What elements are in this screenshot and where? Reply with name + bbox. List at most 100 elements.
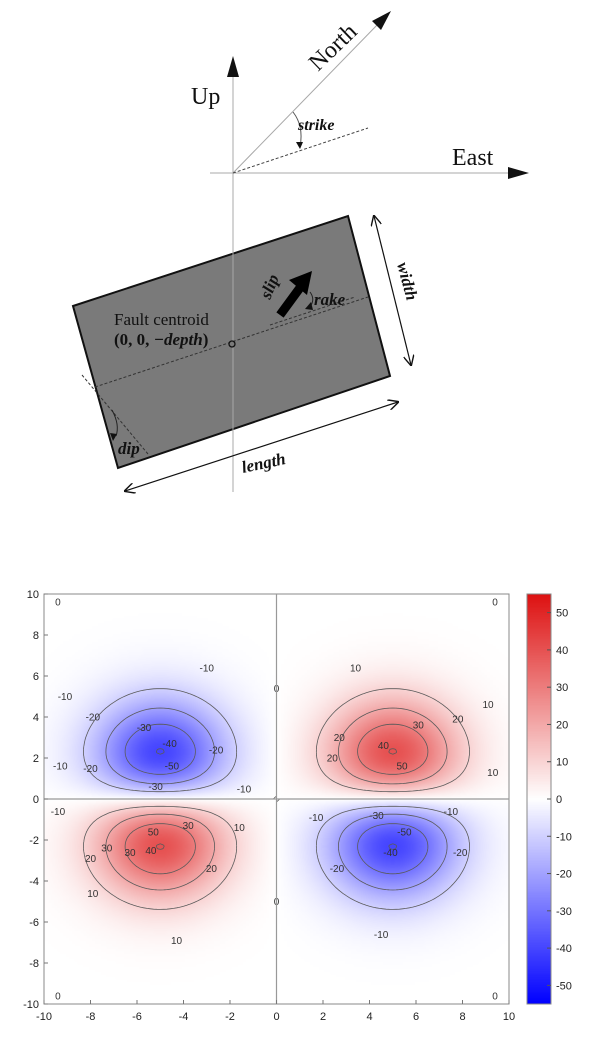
rake-label: rake: [314, 290, 346, 309]
east-arrow-icon: [508, 167, 529, 179]
x-tick-label: -6: [132, 1011, 142, 1023]
x-tick-label: -8: [86, 1011, 96, 1023]
y-tick-label: -4: [29, 876, 39, 888]
colorbar-tick-label: 30: [556, 682, 568, 694]
contour-label: 50: [148, 827, 160, 838]
contour-label: -20: [453, 848, 468, 859]
contour-label: 20: [452, 715, 464, 726]
strike-line: [232, 127, 369, 174]
contour-label: -50: [397, 827, 412, 838]
north-label: North: [304, 19, 362, 77]
north-arrow-icon: [372, 11, 391, 30]
x-tick-label: 2: [320, 1011, 326, 1023]
contour-label: 10: [487, 768, 499, 779]
contour-label: -30: [148, 782, 163, 793]
fault-geometry-diagram: Up North East strike width slip rake Fau…: [71, 11, 529, 520]
contour-label: 50: [396, 762, 408, 773]
colorbar-tick-label: 10: [556, 757, 568, 769]
contour-label: 20: [85, 854, 97, 865]
length-dimension: [125, 402, 398, 491]
east-label: East: [452, 145, 494, 171]
contour-label: -10: [309, 813, 324, 824]
centroid-point: [228, 340, 236, 348]
contour-label: -20: [83, 764, 98, 775]
x-tick-label: -10: [36, 1011, 52, 1023]
contour-line: [105, 707, 448, 891]
contour-line: [155, 748, 398, 850]
colorbar-tick-label: -20: [556, 869, 572, 881]
rake-arrow-icon: [305, 302, 313, 310]
contour-label: -50: [165, 762, 180, 773]
contour-label: 20: [327, 754, 339, 765]
contour-label: -10: [237, 784, 252, 795]
contour-label: -30: [137, 723, 152, 734]
north-axis: [232, 21, 381, 174]
contour-label: -20: [330, 864, 345, 875]
contour-label: 10: [483, 700, 495, 711]
contour-label: 30: [101, 844, 113, 855]
width-dimension: [374, 216, 411, 365]
contour-label: 30: [183, 821, 195, 832]
x-tick-label: -4: [179, 1011, 189, 1023]
contour-label: -10: [374, 930, 389, 941]
contour-label: 20: [334, 733, 346, 744]
dip-label: dip: [118, 439, 140, 458]
contour-label: -10: [53, 762, 68, 773]
y-tick-label: 8: [33, 630, 39, 642]
length-label: length: [240, 449, 287, 477]
contour-label: 40: [145, 846, 157, 857]
contour-label: -20: [86, 713, 101, 724]
contour-label: 10: [350, 663, 362, 674]
contour-label: -30: [369, 811, 384, 822]
strike-arrow-icon: [296, 142, 303, 149]
contour-line: [155, 748, 398, 850]
contour-line: [105, 707, 448, 891]
colorbar-tick-label: 0: [556, 794, 562, 806]
colorbar-tick-label: -30: [556, 906, 572, 918]
contour-label: 10: [234, 823, 246, 834]
contour-line: [124, 723, 429, 875]
contour-lines: [44, 594, 509, 1004]
contour-label: -40: [383, 848, 398, 859]
contour-label: 0: [492, 598, 498, 609]
contour-label: -10: [200, 663, 215, 674]
contour-label: -20: [209, 745, 224, 756]
width-label: width: [393, 260, 421, 302]
colorbar-tick-label: 40: [556, 645, 568, 657]
contour-label: 0: [492, 991, 498, 1002]
y-tick-label: 0: [33, 794, 39, 806]
y-tick-label: -6: [29, 917, 39, 929]
centroid-title: Fault centroid: [114, 310, 209, 329]
fault-strike-line: [94, 296, 369, 388]
y-tick-label: 2: [33, 753, 39, 765]
colorbar-tick-label: 20: [556, 719, 568, 731]
contour-label: 30: [124, 848, 136, 859]
y-tick-label: 4: [33, 712, 39, 724]
x-tick-label: 8: [459, 1011, 465, 1023]
x-tick-label: 10: [503, 1011, 515, 1023]
contour-label: 10: [87, 889, 99, 900]
x-tick-label: -2: [225, 1011, 235, 1023]
colorbar-tick-label: -40: [556, 943, 572, 955]
contour-label: -40: [162, 739, 177, 750]
dip-arrow-icon: [110, 433, 117, 441]
contour-line: [83, 688, 470, 910]
contour-label: 40: [378, 741, 390, 752]
centroid-coordinates: (0, 0, −depth): [114, 330, 208, 349]
contour-label: 20: [206, 864, 218, 875]
colorbar-tick-label: -10: [556, 831, 572, 843]
y-tick-label: -8: [29, 958, 39, 970]
up-arrow-icon: [227, 56, 239, 77]
contour-label: 0: [55, 991, 61, 1002]
x-tick-label: 6: [413, 1011, 419, 1023]
y-tick-label: 6: [33, 671, 39, 683]
contour-label: -10: [58, 692, 73, 703]
contour-label: 0: [55, 598, 61, 609]
colorbar-tick-label: 50: [556, 608, 568, 620]
contour-line: [83, 688, 470, 910]
y-tick-label: -2: [29, 835, 39, 847]
contour-label: 30: [413, 721, 425, 732]
slip-arrow-icon: [289, 271, 312, 295]
